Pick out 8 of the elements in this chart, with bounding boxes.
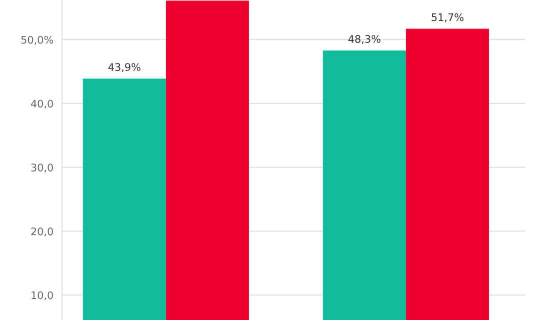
data-label: 51,7% [432, 13, 464, 22]
data-label: 43,9% [108, 63, 140, 72]
data-label: 48,3% [348, 35, 380, 44]
y-tick-label: 10,0 [32, 291, 53, 300]
y-tick-label: 50,0% [21, 36, 54, 45]
y-tick-label: 40,0 [30, 100, 53, 109]
y-tick-label: 30,0 [31, 164, 53, 173]
y-tick-label: 20,0 [31, 227, 53, 236]
